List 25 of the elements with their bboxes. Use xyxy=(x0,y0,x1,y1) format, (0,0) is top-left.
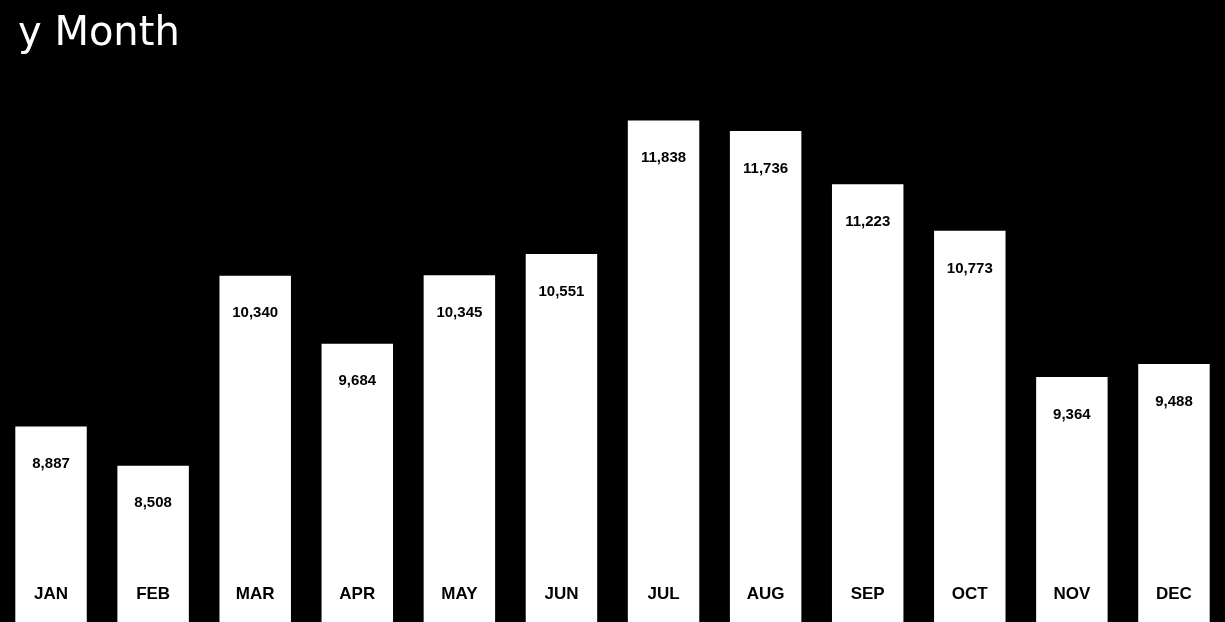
data-label: 11,838 xyxy=(641,148,687,166)
x-tick-label: OCT xyxy=(951,583,989,603)
x-tick-label: AUG xyxy=(746,583,785,603)
data-label: 10,340 xyxy=(232,303,279,321)
x-tick-label: SEP xyxy=(850,583,885,603)
data-label: 8,508 xyxy=(134,493,172,511)
chart-title: y Month xyxy=(18,8,180,54)
x-tick-label: JAN xyxy=(34,583,69,603)
x-tick-label: FEB xyxy=(136,583,171,603)
x-tick-label: APR xyxy=(339,583,376,603)
data-label: 10,345 xyxy=(436,302,483,320)
x-tick-label: MAY xyxy=(441,583,479,603)
data-label: 9,488 xyxy=(1155,391,1193,409)
data-label: 10,773 xyxy=(946,258,993,276)
x-tick-label: NOV xyxy=(1053,583,1091,603)
data-label: 11,223 xyxy=(845,211,891,229)
x-tick-label: JUN xyxy=(544,583,579,603)
x-tick-label: JUL xyxy=(647,583,680,603)
data-label: 11,736 xyxy=(743,158,789,176)
data-label: 8,887 xyxy=(32,454,70,472)
x-tick-label: DEC xyxy=(1156,583,1192,603)
data-label: 10,551 xyxy=(538,281,585,299)
data-label: 9,684 xyxy=(338,371,377,389)
x-tick-label: MAR xyxy=(235,583,275,603)
data-label: 9,364 xyxy=(1053,404,1092,422)
